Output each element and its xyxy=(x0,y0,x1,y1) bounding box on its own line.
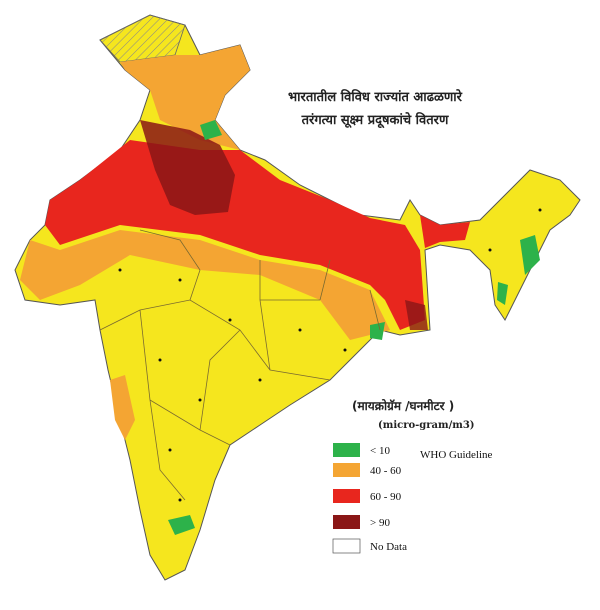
legend-swatch xyxy=(333,463,360,477)
city-marker xyxy=(168,448,172,452)
green-region xyxy=(520,235,540,275)
green-region xyxy=(497,282,508,305)
dark-red-region xyxy=(405,300,428,330)
legend-label: < 10 xyxy=(370,445,390,457)
india-map xyxy=(14,14,581,581)
city-marker xyxy=(118,268,122,272)
city-marker xyxy=(228,318,232,322)
city-marker xyxy=(488,248,492,252)
legend-label: 60 - 90 xyxy=(370,491,402,503)
legend-label: > 90 xyxy=(370,517,390,529)
orange-region xyxy=(110,375,135,440)
city-marker xyxy=(343,348,347,352)
legend-swatch xyxy=(332,538,361,554)
red-region xyxy=(45,140,425,330)
city-marker xyxy=(298,328,302,332)
legend-note: WHO Guideline xyxy=(420,449,493,461)
city-markers xyxy=(118,208,542,502)
state-borders xyxy=(99,229,381,501)
legend-unit: (micro-gram/m3) xyxy=(378,420,475,431)
red-region xyxy=(420,215,470,248)
green-region xyxy=(200,120,222,140)
no-data-region xyxy=(99,14,186,63)
city-marker xyxy=(178,278,182,282)
dark-red-region xyxy=(140,120,235,215)
legend-label: No Data xyxy=(370,541,407,553)
green-region xyxy=(168,515,195,535)
city-marker xyxy=(178,498,182,502)
legend-unit: (मायक्रोग्रॅम /घनमीटर ) xyxy=(352,399,454,413)
city-marker xyxy=(198,398,202,402)
legend-swatch xyxy=(333,443,360,457)
legend-swatch xyxy=(333,489,360,503)
city-marker xyxy=(258,378,262,382)
legend-swatch xyxy=(333,515,360,529)
city-marker xyxy=(538,208,542,212)
map-title: भारतातील विविध राज्यांत आढळणारे xyxy=(288,89,463,105)
city-marker xyxy=(158,358,162,362)
green-region xyxy=(370,322,385,340)
orange-region xyxy=(120,45,250,150)
map-title: तरंगत्या सूक्ष्म प्रदूषकांचे वितरण xyxy=(301,112,449,129)
legend-label: 40 - 60 xyxy=(370,465,402,477)
orange-region xyxy=(20,230,390,340)
